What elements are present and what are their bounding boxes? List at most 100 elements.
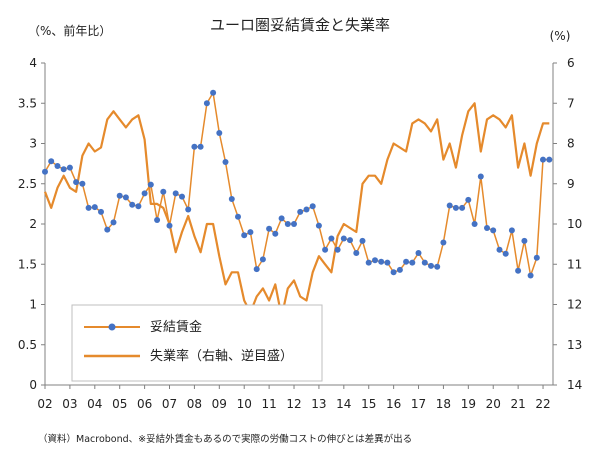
wage-data-point: [477, 173, 484, 180]
wage-data-point: [459, 204, 466, 211]
wage-data-point: [378, 258, 385, 265]
right-tick-label: 14: [567, 378, 582, 392]
wage-data-point: [129, 201, 136, 208]
wage-data-point: [527, 272, 534, 279]
left-tick-label: 4: [29, 56, 37, 70]
wage-data-point: [315, 222, 322, 229]
wage-data-point: [340, 235, 347, 242]
wage-data-point: [291, 221, 297, 227]
x-tick-label: 09: [212, 397, 227, 411]
right-tick-label: 10: [567, 217, 582, 231]
right-tick-label: 12: [567, 298, 582, 312]
x-tick-label: 15: [361, 397, 376, 411]
wage-data-point: [546, 156, 553, 163]
wage-data-point: [284, 221, 291, 227]
axes-layer: 0 0.5 1 1.5 2 2.5 3 3.5 4 6 7 8 9 10 11 12 13 14 02 03 04 05 0…: [18, 56, 582, 411]
left-tick-label: 0.5: [18, 338, 37, 352]
x-tick-label: 20: [486, 397, 501, 411]
wage-data-point: [85, 204, 92, 211]
x-tick-label: 07: [162, 397, 177, 411]
wage-data-point: [521, 237, 528, 244]
left-tick-label: 3.5: [18, 96, 37, 110]
wage-data-point: [446, 202, 453, 209]
wage-data-point: [172, 190, 179, 197]
wage-data-point: [297, 208, 304, 215]
right-tick-label: 7: [567, 96, 575, 110]
x-tick-label: 03: [62, 397, 77, 411]
wage-data-point: [496, 246, 503, 253]
wage-data-point: [533, 254, 540, 261]
x-tick-label: 06: [137, 397, 152, 411]
wage-data-point: [253, 266, 260, 273]
wage-data-point: [502, 250, 509, 257]
wage-data-point: [203, 100, 210, 107]
wage-data-point: [141, 190, 148, 197]
wage-data-point: [259, 256, 266, 263]
right-tick-label: 6: [567, 56, 575, 70]
left-tick-label: 2.5: [18, 177, 37, 191]
right-tick-label: 13: [567, 338, 582, 352]
wage-data-point: [110, 219, 117, 226]
left-tick-label: 2: [29, 217, 37, 231]
wage-data-point: [179, 193, 185, 200]
wage-data-point: [104, 226, 111, 233]
wage-data-point: [471, 221, 478, 227]
wage-data-point: [515, 267, 522, 274]
wage-data-point: [197, 143, 204, 150]
x-tick-label: 08: [187, 397, 202, 411]
wage-data-point: [247, 229, 254, 236]
wage-data-point: [241, 232, 248, 239]
wage-data-point: [278, 215, 285, 222]
wage-data-point: [54, 163, 61, 169]
wage-data-point: [322, 246, 329, 253]
wage-data-point: [428, 262, 434, 269]
wage-data-point: [73, 179, 80, 186]
x-tick-label: 04: [87, 397, 102, 411]
wage-data-point: [147, 181, 154, 188]
wage-data-point: [334, 246, 341, 253]
x-tick-label: 22: [535, 397, 550, 411]
wage-data-point: [452, 204, 459, 211]
wage-data-point: [42, 168, 48, 175]
wage-data-point: [135, 203, 142, 210]
wage-data-point: [48, 158, 55, 165]
wage-data-point: [185, 206, 192, 213]
x-tick-label: 17: [411, 397, 426, 411]
wage-data-point: [210, 89, 217, 96]
legend-unemployment-label: 失業率（右軸、逆目盛）: [150, 348, 293, 364]
x-tick-label: 18: [436, 397, 451, 411]
legend-box: [71, 304, 323, 382]
x-tick-label: 14: [336, 397, 351, 411]
wage-data-point: [508, 227, 515, 234]
x-tick-label: 05: [112, 397, 127, 411]
x-tick-label: 12: [286, 397, 301, 411]
left-tick-label: 1: [29, 298, 37, 312]
wage-data-point: [303, 206, 310, 213]
right-tick-label: 11: [567, 257, 582, 271]
unemployment-series-line: [43, 102, 550, 318]
wage-data-point: [372, 257, 378, 264]
wage-data-point: [272, 230, 279, 237]
wage-data-point: [79, 180, 86, 187]
wage-data-point: [154, 217, 161, 223]
wage-data-point: [222, 159, 229, 165]
wage-data-point: [396, 266, 403, 273]
left-tick-label: 0: [29, 378, 37, 392]
x-tick-label: 11: [261, 397, 276, 411]
wage-data-point: [116, 192, 123, 199]
wage-data-point: [160, 188, 167, 195]
wage-data-point: [66, 164, 73, 171]
wage-series-line: [44, 92, 550, 277]
wage-data-point: [91, 204, 98, 211]
x-tick-label: 10: [237, 397, 252, 411]
wage-data-point: [328, 235, 335, 242]
wage-data-point: [98, 208, 104, 215]
legend-wage-marker: [108, 323, 116, 331]
x-tick-label: 16: [386, 397, 401, 411]
wage-data-point: [365, 259, 372, 266]
wage-data-point: [409, 259, 416, 266]
x-tick-label: 13: [311, 397, 326, 411]
left-tick-label: 3: [29, 137, 37, 151]
